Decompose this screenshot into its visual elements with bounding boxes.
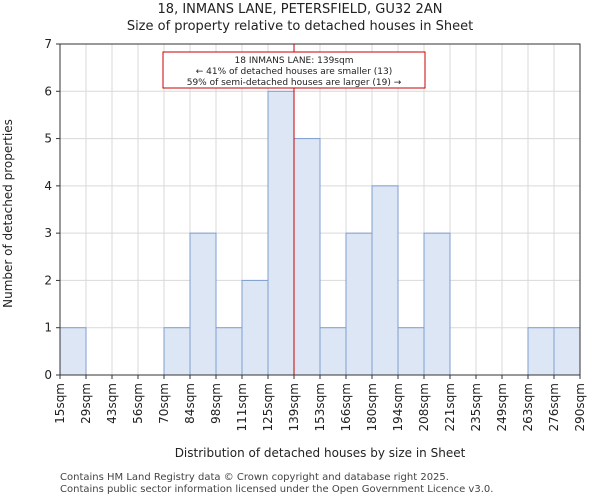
bar[interactable]	[553, 327, 581, 376]
x-tick-label: 249sqm	[495, 383, 509, 431]
bar[interactable]	[345, 232, 373, 376]
bar-chart: 18 INMANS LANE: 139sqm← 41% of detached …	[1, 37, 587, 460]
y-tick-label: 7	[44, 37, 52, 51]
annotation-line: 18 INMANS LANE: 139sqm	[235, 56, 354, 66]
bar[interactable]	[241, 279, 269, 376]
y-tick-label: 0	[44, 368, 52, 382]
bar[interactable]	[293, 138, 321, 376]
bar[interactable]	[371, 185, 399, 376]
y-tick-label: 1	[44, 321, 52, 335]
y-tick-label: 3	[44, 226, 52, 240]
y-tick-label: 2	[44, 273, 52, 287]
footer-copyright: Contains HM Land Registry data © Crown c…	[60, 472, 449, 483]
x-tick-label: 166sqm	[339, 383, 353, 431]
x-tick-label: 56sqm	[131, 383, 145, 424]
chart-title: 18, INMANS LANE, PETERSFIELD, GU32 2AN	[157, 2, 443, 17]
x-tick-label: 43sqm	[105, 383, 119, 424]
chart-subtitle: Size of property relative to detached ho…	[126, 19, 474, 34]
x-tick-label: 263sqm	[521, 383, 535, 431]
x-tick-label: 98sqm	[209, 383, 223, 424]
x-tick-label: 276sqm	[547, 383, 561, 431]
x-axis-label: Distribution of detached houses by size …	[175, 446, 466, 460]
annotation-line: 59% of semi-detached houses are larger (…	[187, 78, 402, 88]
x-tick-label: 235sqm	[469, 383, 483, 431]
bar[interactable]	[423, 232, 451, 376]
x-tick-label: 221sqm	[443, 383, 457, 431]
x-tick-label: 208sqm	[417, 383, 431, 431]
footer-licence: Contains public sector information licen…	[60, 484, 494, 495]
bar[interactable]	[59, 327, 87, 376]
x-tick-label: 111sqm	[235, 383, 249, 431]
x-tick-label: 194sqm	[391, 383, 405, 431]
x-tick-label: 290sqm	[573, 383, 587, 431]
bar[interactable]	[189, 232, 217, 376]
annotation-line: ← 41% of detached houses are smaller (13…	[196, 67, 393, 77]
x-tick-label: 84sqm	[183, 383, 197, 424]
y-tick-label: 6	[44, 84, 52, 98]
bar[interactable]	[163, 327, 191, 376]
bar[interactable]	[319, 327, 347, 376]
x-tick-label: 180sqm	[365, 383, 379, 431]
bar[interactable]	[397, 327, 425, 376]
bar[interactable]	[215, 327, 243, 376]
x-tick-label: 139sqm	[287, 383, 301, 431]
y-tick-label: 4	[44, 179, 52, 193]
x-tick-label: 15sqm	[53, 383, 67, 424]
x-tick-label: 70sqm	[157, 383, 171, 424]
bar[interactable]	[527, 327, 555, 376]
bar[interactable]	[267, 90, 295, 376]
x-tick-label: 29sqm	[79, 383, 93, 424]
x-tick-label: 125sqm	[261, 383, 275, 431]
y-tick-label: 5	[44, 132, 52, 146]
annotation-box	[162, 51, 426, 89]
x-tick-label: 153sqm	[313, 383, 327, 431]
y-axis-label: Number of detached properties	[1, 119, 15, 308]
